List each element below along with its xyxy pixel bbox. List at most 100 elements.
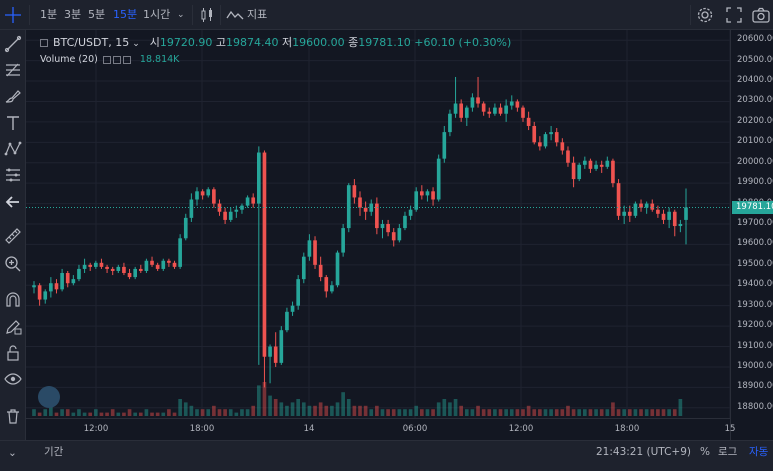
- indicators-button[interactable]: 지표: [247, 8, 268, 21]
- volume-bar: [672, 409, 677, 416]
- trend-line-icon[interactable]: [3, 34, 23, 54]
- volume-bar: [504, 409, 508, 416]
- candle-body: [667, 211, 671, 220]
- candle-body: [82, 264, 87, 269]
- volume-bar: [566, 405, 570, 416]
- candle-body: [60, 273, 64, 290]
- interval-dropdown-chevron-icon[interactable]: ⌄: [177, 10, 185, 20]
- candle-body: [71, 279, 76, 284]
- time-tick-label: 18:00: [614, 424, 640, 434]
- volume-bar: [318, 402, 323, 416]
- volume-bar: [43, 409, 48, 416]
- price-tick-label: 19900.00: [737, 177, 773, 188]
- magnet-icon[interactable]: [3, 290, 23, 310]
- camera-icon[interactable]: [751, 5, 771, 25]
- timezone-clock[interactable]: 21:43:21 (UTC+9): [596, 446, 691, 458]
- candle-body: [318, 264, 323, 278]
- candle-body: [240, 205, 244, 210]
- collapse-chevron-icon[interactable]: ⌄: [8, 447, 17, 459]
- fullscreen-icon[interactable]: [724, 5, 744, 25]
- fib-retracement-icon[interactable]: [3, 60, 23, 80]
- candle-body: [330, 285, 334, 292]
- interval-1m[interactable]: 1분: [40, 8, 58, 21]
- price-scale[interactable]: 20600.00 20500.00 20400.00 20300.00 20200.00…: [730, 30, 773, 440]
- auto-scale-toggle[interactable]: 자동: [749, 446, 769, 458]
- candle-body: [380, 224, 385, 229]
- zoom-in-icon[interactable]: [3, 254, 23, 274]
- log-scale-toggle[interactable]: 로그: [718, 446, 738, 458]
- candle-body: [37, 285, 42, 300]
- crosshair-icon[interactable]: [3, 5, 23, 25]
- volume-bar: [588, 409, 593, 416]
- tradingview-logo-icon[interactable]: [38, 386, 60, 408]
- volume-visibility-icon[interactable]: [102, 55, 111, 64]
- candle-body: [391, 232, 396, 241]
- volume-bar: [234, 412, 239, 416]
- time-axis[interactable]: 12:00 18:00 14 06:00 12:00 18:00 15: [26, 418, 735, 440]
- candle-body: [223, 211, 227, 220]
- ruler-icon[interactable]: [3, 226, 23, 246]
- percent-scale-toggle[interactable]: %: [700, 446, 710, 458]
- volume-bar: [189, 405, 194, 416]
- candle-type-icon[interactable]: [197, 5, 217, 25]
- volume-bar: [285, 405, 289, 416]
- lock-drawing-pencil-icon[interactable]: [3, 317, 23, 337]
- eye-icon[interactable]: [3, 369, 23, 389]
- volume-bar: [577, 409, 582, 416]
- candle-body: [155, 264, 160, 269]
- time-tick-label: 14: [303, 424, 315, 434]
- candle-body: [566, 150, 570, 163]
- volume-bar: [335, 402, 340, 416]
- symbol-name[interactable]: BTC/USDT, 15: [53, 36, 130, 49]
- candle-body: [212, 189, 216, 204]
- interval-15m[interactable]: 15분: [113, 8, 138, 21]
- brush-icon[interactable]: [3, 86, 23, 106]
- back-arrow-icon[interactable]: [3, 192, 23, 212]
- legend-collapse-icon[interactable]: [40, 39, 48, 47]
- volume-bar: [386, 409, 390, 416]
- volume-bar: [150, 412, 154, 416]
- candle-body: [234, 209, 239, 212]
- settings-gear-icon[interactable]: [695, 5, 715, 25]
- volume-bar: [554, 409, 559, 416]
- volume-remove-icon[interactable]: [122, 55, 131, 64]
- symbol-legend: BTC/USDT, 15 ⌄ 시19720.90 고19874.40 저19600.…: [40, 34, 511, 50]
- interval-5m[interactable]: 5분: [88, 8, 106, 21]
- candle-body: [554, 132, 559, 143]
- interval-3m[interactable]: 3분: [64, 8, 82, 21]
- volume-settings-icon[interactable]: [112, 55, 121, 64]
- lock-icon[interactable]: [3, 343, 23, 363]
- candle-body: [313, 240, 317, 265]
- volume-bar: [296, 399, 300, 416]
- volume-bar: [431, 409, 435, 416]
- candle-body: [650, 203, 655, 210]
- interval-1h[interactable]: 1시간: [143, 8, 171, 21]
- volume-bar: [375, 405, 379, 416]
- symbol-dropdown-chevron-icon[interactable]: ⌄: [132, 39, 140, 49]
- pattern-icon[interactable]: [3, 139, 23, 159]
- open-value: 19720.90: [159, 36, 213, 49]
- price-tick-label: 18900.00: [737, 381, 773, 392]
- date-range-button[interactable]: 기간: [44, 446, 64, 458]
- candle-body: [678, 224, 683, 227]
- volume-bar: [273, 399, 278, 416]
- text-tool-icon[interactable]: [3, 113, 23, 133]
- indicators-icon[interactable]: [225, 5, 245, 25]
- candle-body: [611, 160, 615, 184]
- volume-bar: [442, 399, 447, 416]
- prediction-icon[interactable]: [3, 165, 23, 185]
- price-tick-label: 20400.00: [737, 75, 773, 86]
- price-chart[interactable]: [26, 30, 730, 418]
- high-value: 19874.40: [226, 36, 279, 49]
- volume-bar: [341, 392, 345, 416]
- trash-icon[interactable]: [3, 406, 23, 426]
- volume-bar: [105, 412, 109, 416]
- candle-body: [622, 211, 626, 216]
- volume-bar: [82, 412, 87, 416]
- candle-body: [504, 105, 508, 114]
- volume-bar: [571, 409, 576, 416]
- volume-bar: [599, 409, 604, 416]
- price-tick-label: 19200.00: [737, 320, 773, 331]
- volume-bar: [560, 409, 565, 416]
- volume-bar: [627, 409, 632, 416]
